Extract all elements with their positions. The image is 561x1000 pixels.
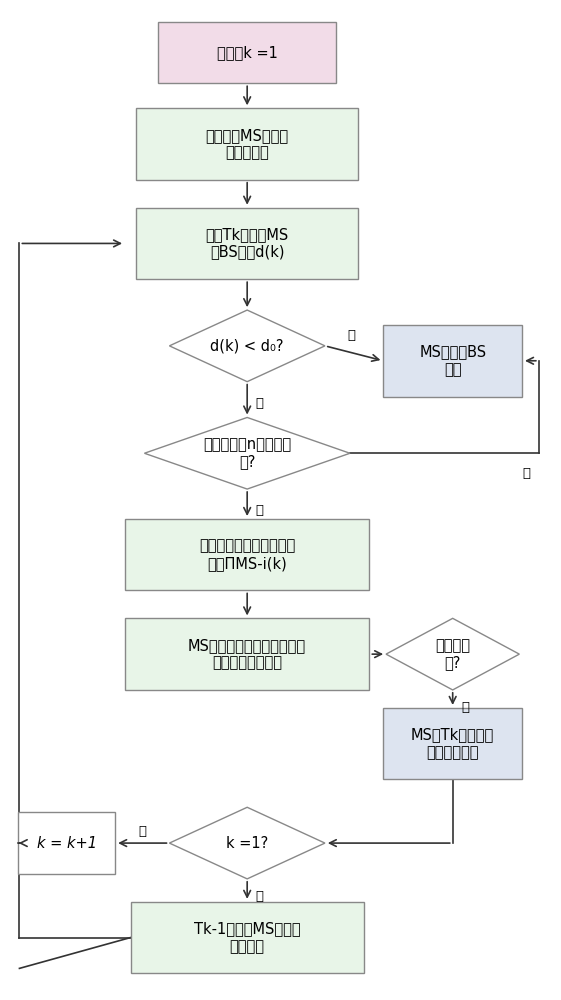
Text: d(k) < d₀?: d(k) < d₀? (210, 338, 284, 353)
Text: 计算上述预选中继的选择
概率ΠMS-i(k): 计算上述预选中继的选择 概率ΠMS-i(k) (199, 538, 295, 571)
Text: k =1?: k =1? (226, 836, 268, 851)
Text: 计算Tk周期下MS
与BS距离d(k): 计算Tk周期下MS 与BS距离d(k) (205, 227, 289, 260)
Polygon shape (169, 807, 325, 879)
Polygon shape (169, 310, 325, 382)
Text: 任意一个MS首次提
出业务请求: 任意一个MS首次提 出业务请求 (206, 128, 289, 160)
Polygon shape (386, 618, 519, 690)
Text: MS与最大选择概率所对应的
预选中继进行连接: MS与最大选择概率所对应的 预选中继进行连接 (188, 638, 306, 670)
Bar (383, 708, 522, 779)
Polygon shape (144, 417, 350, 489)
Text: Tk-1周期下MS建立的
连接断开: Tk-1周期下MS建立的 连接断开 (194, 921, 301, 954)
Bar (131, 902, 364, 973)
Text: 否: 否 (522, 467, 531, 480)
Bar (125, 618, 369, 690)
Bar (125, 519, 369, 590)
Text: 是: 是 (139, 825, 146, 838)
Text: 是: 是 (461, 701, 469, 714)
Bar (158, 22, 336, 83)
Text: 是: 是 (347, 329, 355, 342)
Bar (136, 108, 358, 180)
Text: 否: 否 (255, 397, 264, 410)
Text: 否: 否 (255, 890, 264, 903)
Text: MS直接与BS
连接: MS直接与BS 连接 (419, 345, 486, 377)
Bar (383, 325, 522, 397)
Text: 是: 是 (255, 504, 264, 517)
Text: 有业务请
求?: 有业务请 求? (435, 638, 470, 670)
Text: MS与Tk周期下建
立的连接通信: MS与Tk周期下建 立的连接通信 (411, 727, 494, 760)
Text: 初始化k =1: 初始化k =1 (217, 45, 278, 60)
Text: k = k+1: k = k+1 (36, 836, 96, 851)
Text: 搜索并得到n个预选中
继?: 搜索并得到n个预选中 继? (203, 437, 291, 469)
Bar (18, 812, 115, 874)
Bar (136, 208, 358, 279)
